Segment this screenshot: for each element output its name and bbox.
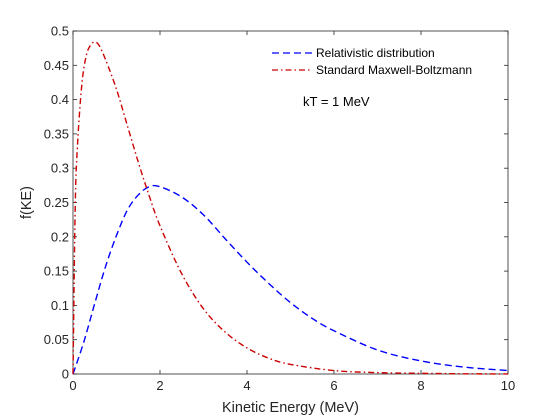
series-line-relativistic: [72, 184, 509, 375]
legend: Relativistic distribution Standard Maxwe…: [272, 46, 472, 77]
x-axis-title: Kinetic Energy (MeV): [222, 400, 359, 416]
series-lines: [72, 41, 509, 375]
x-tick-label: 8: [417, 378, 424, 393]
y-tick-label: 0.05: [44, 332, 69, 347]
y-tick-label: 0.1: [51, 298, 69, 313]
y-tick-label: 0.15: [44, 264, 69, 279]
y-axis-title: f(KE): [19, 186, 35, 219]
legend-label-maxwell: Standard Maxwell-Boltzmann: [316, 63, 472, 77]
y-tick-label: 0.3: [51, 161, 69, 176]
ticks: 0 2 4 6 8 10 0 0.05 0.1 0.15 0.2 0.25 0.3 0.35 0.4 0.45…: [44, 24, 516, 394]
y-tick-label: 0.4: [51, 92, 69, 107]
y-tick-label: 0: [62, 367, 69, 382]
x-tick-label: 10: [501, 378, 515, 393]
annotation-kt: kT = 1 MeV: [303, 94, 370, 109]
y-tick-label: 0.5: [51, 24, 69, 39]
x-tick-label: 4: [243, 378, 250, 393]
y-tick-label: 0.45: [44, 58, 69, 73]
legend-label-relativistic: Relativistic distribution: [316, 46, 435, 60]
y-tick-label: 0.2: [51, 229, 69, 244]
y-tick-label: 0.35: [44, 126, 69, 141]
x-tick-label: 2: [156, 378, 163, 393]
y-tick-label: 0.25: [44, 195, 69, 210]
x-tick-label: 0: [69, 378, 76, 393]
x-tick-label: 6: [330, 378, 337, 393]
plot-area: [72, 30, 509, 375]
